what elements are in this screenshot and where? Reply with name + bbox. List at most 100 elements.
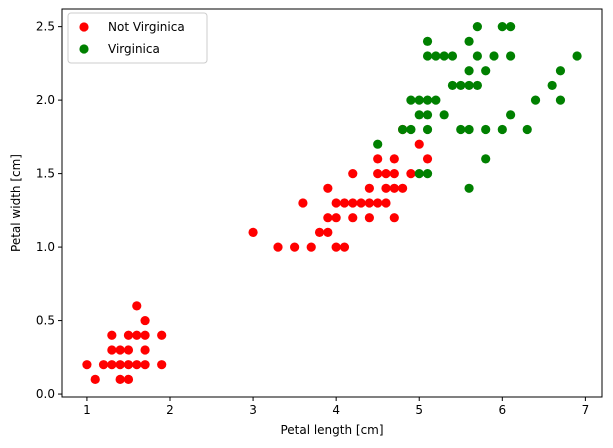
data-point: [414, 169, 424, 179]
data-point: [356, 198, 366, 208]
data-point: [422, 124, 433, 135]
data-point: [431, 95, 441, 105]
y-axis-label: Petal width [cm]: [9, 154, 23, 252]
data-point: [497, 22, 507, 32]
data-point: [414, 110, 424, 120]
data-point: [157, 360, 167, 370]
data-point: [140, 345, 150, 355]
x-tick-label: 7: [582, 403, 590, 417]
data-point: [464, 36, 474, 46]
data-point: [389, 183, 399, 193]
data-point: [431, 51, 441, 61]
data-point: [323, 213, 333, 223]
data-point: [422, 110, 433, 120]
data-point: [472, 80, 482, 91]
legend: Not Virginica Virginica: [67, 12, 208, 64]
y-tick-label: 2.5: [36, 20, 55, 34]
data-point: [422, 154, 433, 164]
data-point: [506, 110, 516, 120]
data-point: [472, 22, 482, 32]
data-point: [90, 374, 100, 384]
data-point: [323, 227, 333, 237]
data-point: [107, 360, 117, 370]
data-point: [464, 183, 474, 193]
data-point: [547, 80, 557, 91]
data-point: [530, 95, 541, 105]
data-point: [447, 51, 458, 61]
data-point: [348, 213, 358, 223]
data-point: [123, 330, 134, 340]
legend-label: Virginica: [108, 42, 160, 56]
data-point: [273, 242, 283, 252]
data-point: [248, 227, 258, 237]
data-point: [339, 242, 350, 252]
data-point: [439, 110, 449, 120]
data-point: [481, 124, 491, 135]
data-point: [123, 374, 134, 384]
data-point: [464, 80, 474, 91]
data-point: [331, 198, 341, 208]
data-point: [406, 95, 416, 105]
data-point: [389, 213, 399, 223]
data-point: [157, 330, 167, 340]
data-point: [422, 95, 433, 105]
data-point: [489, 51, 499, 61]
data-point: [506, 22, 516, 32]
data-point: [398, 183, 408, 193]
x-axis-label: Petal length [cm]: [280, 423, 383, 437]
data-point: [464, 66, 474, 76]
data-point: [381, 169, 391, 179]
data-point: [389, 154, 399, 164]
data-point: [314, 227, 325, 237]
legend-label: Not Virginica: [108, 20, 185, 34]
y-tick-label: 1.0: [36, 240, 55, 254]
data-point: [140, 360, 150, 370]
data-point: [456, 80, 466, 91]
data-point: [132, 360, 142, 370]
x-tick-label: 3: [249, 403, 257, 417]
data-point: [339, 198, 350, 208]
points-layer: [82, 22, 582, 384]
legend-marker: [79, 22, 89, 32]
data-point: [373, 169, 383, 179]
data-point: [107, 330, 117, 340]
data-point: [98, 360, 109, 370]
data-point: [398, 124, 408, 135]
x-tick-label: 2: [166, 403, 174, 417]
data-point: [422, 36, 433, 46]
data-point: [132, 330, 142, 340]
data-point: [464, 124, 474, 135]
data-point: [364, 213, 374, 223]
x-tick-label: 4: [332, 403, 340, 417]
data-point: [140, 330, 150, 340]
data-point: [422, 169, 433, 179]
data-point: [506, 51, 516, 61]
data-point: [481, 154, 491, 164]
data-point: [132, 301, 142, 311]
data-point: [414, 139, 424, 149]
data-point: [406, 169, 416, 179]
data-point: [123, 345, 134, 355]
y-tick-label: 2.0: [36, 93, 55, 107]
data-point: [414, 95, 424, 105]
data-point: [364, 183, 374, 193]
data-point: [481, 66, 491, 76]
data-point: [389, 169, 399, 179]
axes-layer: 1 2 3 4 5 6 7 0.0 0.5 1.0 1.5 2.0 2.5: [36, 20, 589, 417]
x-tick-label: 5: [415, 403, 423, 417]
data-point: [364, 198, 374, 208]
data-point: [348, 169, 358, 179]
x-tick-label: 1: [83, 403, 91, 417]
x-tick-label: 6: [498, 403, 506, 417]
data-point: [115, 360, 125, 370]
data-point: [572, 51, 582, 61]
data-point: [447, 80, 458, 91]
data-point: [422, 51, 433, 61]
y-tick-label: 0.5: [36, 314, 55, 328]
data-point: [472, 51, 482, 61]
data-point: [290, 242, 300, 252]
legend-box: [67, 12, 208, 64]
data-point: [439, 51, 449, 61]
data-point: [140, 315, 150, 326]
